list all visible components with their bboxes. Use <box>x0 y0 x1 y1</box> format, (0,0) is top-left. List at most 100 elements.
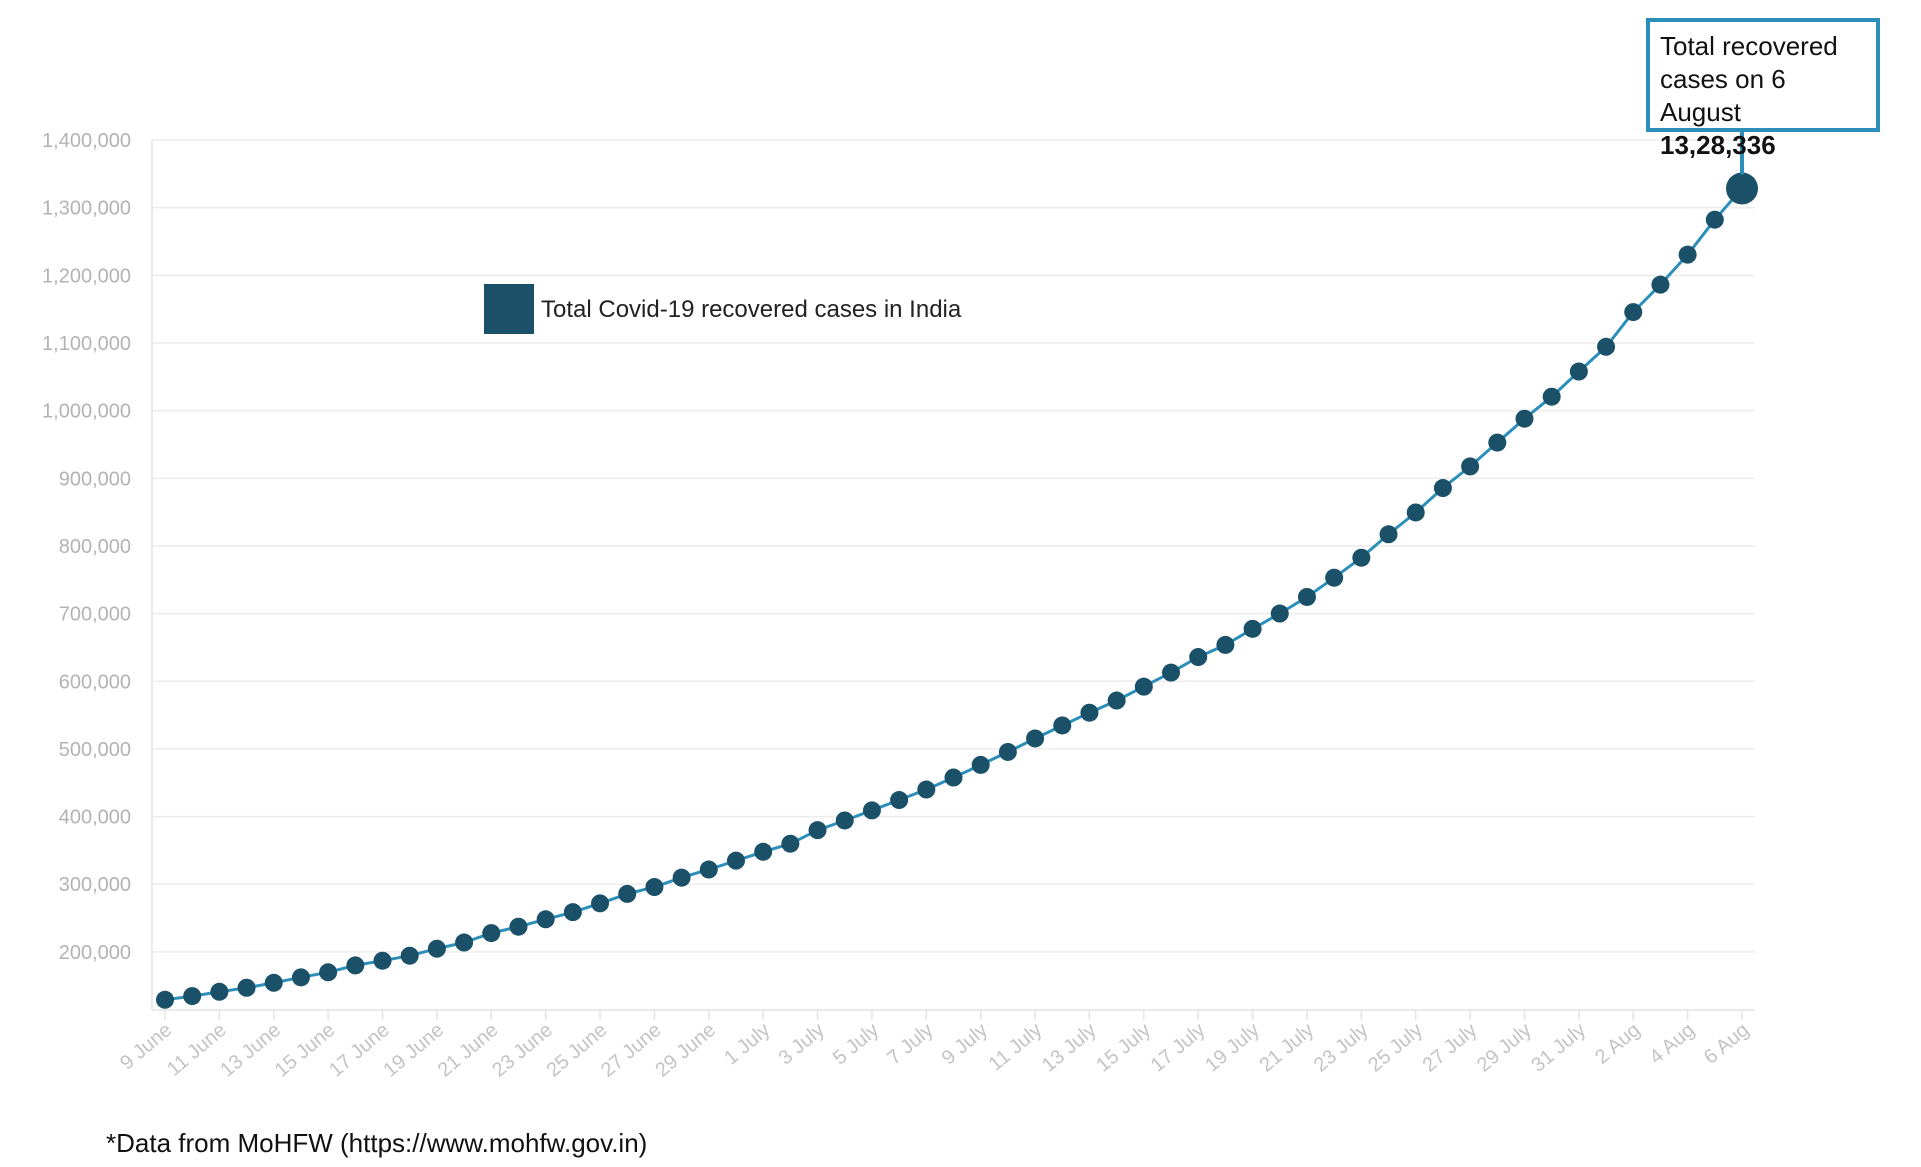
x-tick-label: 17 July <box>1147 1019 1210 1077</box>
x-tick-label: 27 July <box>1419 1019 1482 1077</box>
data-point <box>536 910 555 929</box>
y-tick-label: 700,000 <box>59 604 131 626</box>
x-tick-label: 29 July <box>1473 1019 1536 1077</box>
y-tick-label: 1,300,000 <box>42 198 131 220</box>
y-tick-label: 400,000 <box>59 807 131 829</box>
data-point <box>1189 648 1208 667</box>
data-source-footnote: *Data from MoHFW (https://www.mohfw.gov.… <box>106 1128 648 1158</box>
data-point <box>1569 362 1588 381</box>
legend-label: Total Covid-19 recovered cases in India <box>541 296 962 323</box>
data-point <box>237 978 256 997</box>
gridlines <box>152 139 1755 953</box>
data-point <box>1297 587 1316 606</box>
data-point <box>400 946 419 965</box>
x-tick-label: 6 Aug <box>1700 1019 1753 1069</box>
x-tick-label: 21 June <box>434 1019 503 1082</box>
data-point <box>1080 703 1099 722</box>
y-tick-label: 500,000 <box>59 739 131 761</box>
data-point <box>509 917 528 936</box>
x-tick-label: 15 July <box>1092 1019 1155 1077</box>
axes <box>151 140 1755 1020</box>
legend-swatch <box>484 284 534 334</box>
data-point <box>754 842 773 861</box>
data-point <box>1134 677 1153 696</box>
data-point <box>1053 716 1072 735</box>
data-point <box>591 894 610 913</box>
annotation-value: 13,28,336 <box>1660 130 1776 160</box>
x-tick-label: 19 June <box>379 1019 448 1082</box>
x-tick-label: 25 July <box>1364 1019 1427 1077</box>
data-point <box>319 963 338 982</box>
data-point <box>1243 619 1262 638</box>
data-point <box>835 811 854 830</box>
data-point <box>427 939 446 958</box>
data-point <box>1433 479 1452 498</box>
y-tick-label: 1,200,000 <box>42 265 131 287</box>
data-point <box>1678 245 1697 264</box>
y-axis-tick-labels: 200,000 300,000 400,000 500,000 600,000 700,0… <box>42 130 131 964</box>
data-point <box>1270 604 1289 623</box>
data-point <box>1624 303 1643 322</box>
y-tick-label: 1,000,000 <box>42 401 131 423</box>
x-tick-label: 4 Aug <box>1645 1019 1698 1069</box>
x-tick-label: 31 July <box>1527 1019 1590 1077</box>
x-tick-label: 27 June <box>597 1019 666 1082</box>
y-tick-label: 800,000 <box>59 536 131 558</box>
data-point <box>1379 525 1398 544</box>
x-tick-label: 19 July <box>1201 1019 1264 1077</box>
y-tick-label: 600,000 <box>59 671 131 693</box>
data-point <box>1705 210 1724 229</box>
data-point <box>156 990 174 1009</box>
x-tick-label: 3 July <box>775 1019 829 1069</box>
data-point <box>1406 503 1425 522</box>
x-tick-label: 29 June <box>651 1019 720 1082</box>
data-point <box>1597 337 1616 356</box>
data-point <box>672 868 691 887</box>
y-tick-label: 1,100,000 <box>42 333 131 355</box>
x-tick-label: 25 June <box>543 1019 612 1082</box>
data-point <box>1651 275 1670 294</box>
x-tick-label: 23 June <box>488 1019 557 1082</box>
x-tick-label: 11 July <box>985 1019 1047 1076</box>
annotation-line-2: cases on 6 August <box>1660 64 1786 127</box>
data-point <box>890 791 909 810</box>
data-point <box>210 982 229 1001</box>
data-point <box>1026 729 1045 748</box>
data-point <box>373 951 392 970</box>
latest-data-point <box>1726 172 1758 205</box>
data-point <box>726 851 745 870</box>
data-point <box>618 884 637 903</box>
data-point <box>264 973 283 992</box>
data-point <box>1216 635 1235 654</box>
x-tick-label: 21 July <box>1255 1019 1318 1077</box>
data-point <box>482 924 501 943</box>
y-tick-label: 200,000 <box>59 942 131 964</box>
x-tick-label: 1 July <box>720 1019 774 1069</box>
data-point <box>291 968 310 987</box>
x-tick-label: 5 July <box>829 1019 883 1069</box>
data-point <box>1325 568 1344 587</box>
annotation-line-1: Total recovered <box>1660 31 1838 61</box>
data-point <box>1461 457 1480 476</box>
x-tick-label: 23 July <box>1310 1019 1373 1077</box>
x-tick-label: 2 Aug <box>1591 1019 1644 1069</box>
data-point <box>944 768 963 787</box>
data-point <box>455 933 474 952</box>
legend: Total Covid-19 recovered cases in India <box>484 284 962 334</box>
data-point <box>699 860 718 879</box>
x-tick-label: 13 July <box>1038 1019 1101 1077</box>
y-tick-label: 300,000 <box>59 874 131 896</box>
data-point <box>346 956 365 975</box>
series-points <box>156 172 1758 1009</box>
y-tick-label: 1,400,000 <box>42 130 131 152</box>
data-point <box>183 987 202 1006</box>
data-point <box>1352 548 1371 567</box>
x-tick-label: 17 June <box>325 1019 394 1082</box>
data-point <box>781 834 800 853</box>
data-point <box>1488 433 1507 452</box>
data-point <box>971 755 990 774</box>
data-point <box>917 780 936 799</box>
x-tick-label: 9 July <box>938 1019 992 1069</box>
